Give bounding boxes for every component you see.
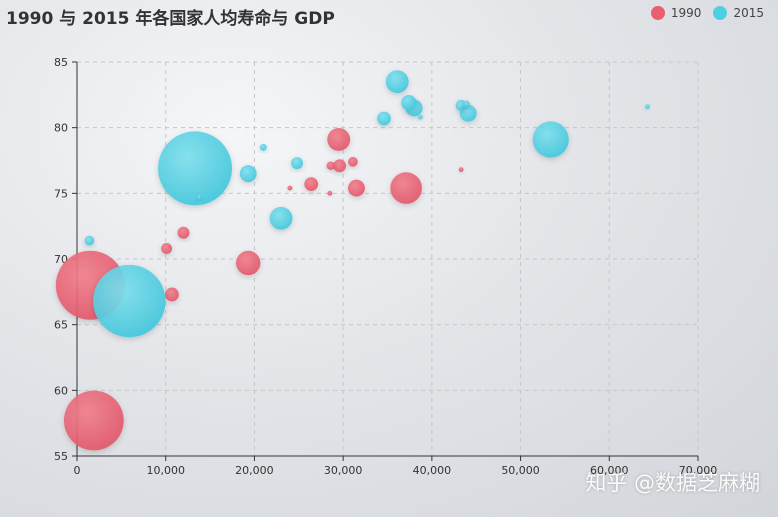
bubble-1990 <box>326 161 335 170</box>
y-tick-label: 65 <box>54 319 68 332</box>
x-tick-label: 40,000 <box>413 464 452 477</box>
legend-item-2015[interactable]: 2015 <box>713 6 764 20</box>
bubble-2015 <box>291 157 303 170</box>
bubble-1990 <box>347 179 365 197</box>
chart-title: 1990 与 2015 年各国家人均寿命与 GDP <box>6 9 335 29</box>
legend-label-1990: 1990 <box>670 6 702 20</box>
y-tick-label: 80 <box>54 122 68 135</box>
bubble-2015 <box>84 235 95 246</box>
bubble-1990 <box>390 172 422 204</box>
y-tick-label: 55 <box>54 450 68 463</box>
bubble-1990 <box>333 159 347 173</box>
bubble-1990 <box>161 243 173 254</box>
legend-swatch-2015 <box>713 6 728 20</box>
bubble-2015 <box>93 264 166 338</box>
bubble-2015 <box>259 143 267 151</box>
x-tick-label: 70,000 <box>679 464 718 477</box>
bubble-1990 <box>327 128 351 151</box>
bubble-2015 <box>385 70 409 94</box>
y-tick-label: 85 <box>54 56 68 69</box>
bubble-1990 <box>287 185 293 191</box>
bubble-1990 <box>236 250 261 276</box>
bubble-2015 <box>417 114 423 120</box>
legend-item-1990[interactable]: 1990 <box>650 6 702 20</box>
y-tick-label: 75 <box>54 187 68 200</box>
x-tick-label: 30,000 <box>324 464 363 477</box>
bubble-2015 <box>644 104 650 110</box>
bubble-1990 <box>458 167 464 173</box>
bubble-1990 <box>348 156 358 167</box>
legend-label-2015: 2015 <box>733 6 764 20</box>
bubble-2015 <box>269 206 293 230</box>
bubble-2015 <box>401 94 417 111</box>
bubble-2015 <box>463 100 470 108</box>
bubble-2015 <box>239 165 257 183</box>
legend-swatch-1990 <box>650 6 665 20</box>
watermark: 知乎 @数据芝麻糊 <box>585 471 760 495</box>
bubble-1990 <box>304 177 319 192</box>
x-tick-label: 20,000 <box>235 464 274 477</box>
x-tick-label: 50,000 <box>501 464 540 477</box>
x-tick-label: 10,000 <box>146 464 185 477</box>
x-tick-label: 60,000 <box>590 464 629 477</box>
bubble-1990 <box>165 287 179 302</box>
bubble-2015 <box>157 131 232 206</box>
bubble-1990 <box>177 226 190 239</box>
bubble-1990 <box>327 190 333 196</box>
bubble-1990 <box>63 390 124 451</box>
bubble-2015 <box>196 194 202 200</box>
bubble-2015 <box>532 121 569 158</box>
x-tick-label: 0 <box>74 464 81 477</box>
y-tick-label: 60 <box>54 384 68 397</box>
bubble-2015 <box>377 111 391 126</box>
legend: 1990 2015 <box>650 6 764 20</box>
